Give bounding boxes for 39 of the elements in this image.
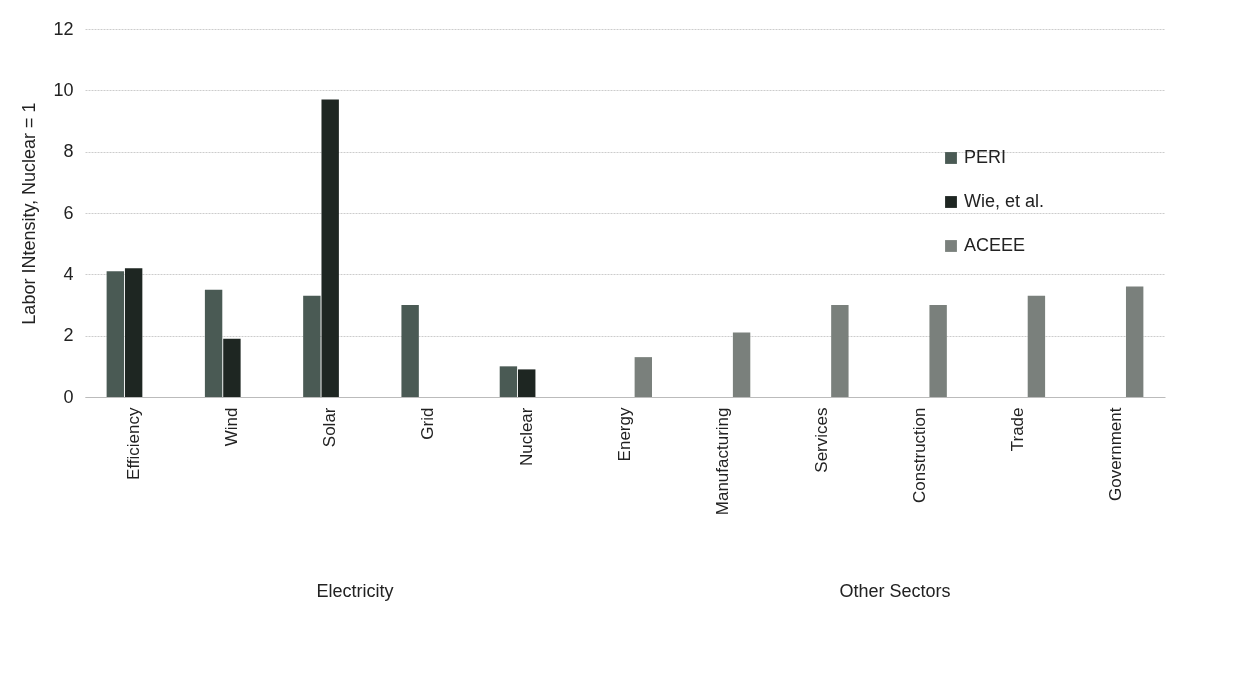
y-tick-label: 2 [63,325,74,346]
x-tick-label: Manufacturing [713,407,733,516]
bar [321,99,339,397]
bar [223,338,241,397]
bar [732,332,751,397]
x-tick-label: Solar [320,407,340,448]
bar [124,268,143,397]
bar [106,271,125,397]
bar [204,289,223,397]
x-tick-label: Trade [1008,407,1028,452]
bar [929,305,947,397]
bar [401,305,419,397]
x-tick-label: Energy [615,407,634,462]
legend-label: Wie, et al. [964,191,1045,211]
bar [499,366,518,397]
x-tick-label: Government [1106,407,1126,502]
y-tick-label: 8 [63,141,74,162]
x-tick-label: Nuclear [516,407,536,467]
text: Other Sectors [839,581,951,601]
x-tick-label: Grid [418,407,438,440]
x-tick-label: Efficiency [123,407,143,480]
x-tick-label: Wind [221,407,241,447]
bar [518,369,536,397]
bar [1027,295,1046,397]
bar [1125,286,1144,397]
legend-label: ACEEE [964,235,1026,255]
bar [303,295,321,397]
legend-label: PERI [964,147,1007,167]
y-axis-title: Labor INtensity, Nuclear = 1 [19,102,40,325]
x-tick-label: Construction [909,407,929,503]
text: Electricity [316,581,394,601]
bar [831,305,849,397]
y-tick-label: 6 [63,202,74,223]
x-tick-label: Services [811,407,831,473]
y-tick-label: 4 [63,263,74,284]
bar [634,357,653,397]
y-tick-label: 10 [53,79,74,100]
y-tick-label: 0 [63,386,74,407]
y-tick-label: 12 [53,18,74,39]
